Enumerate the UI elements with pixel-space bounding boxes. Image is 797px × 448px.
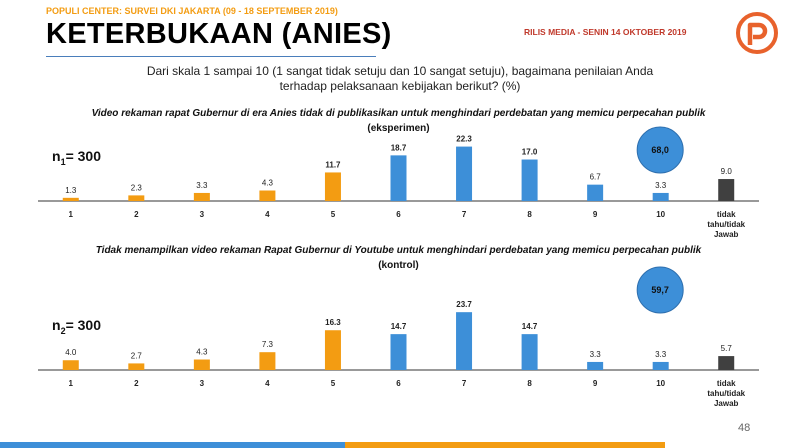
chart-1-title: Video rekaman rapat Gubernur di era Anie…	[91, 108, 706, 119]
chart-1-value-label-10: 3.3	[655, 181, 667, 190]
chart-2-value-label-8: 14.7	[522, 322, 538, 331]
chart-2-value-label-7: 23.7	[456, 300, 472, 309]
chart-1-category-label-9: 9	[593, 210, 598, 219]
chart-1-category-label-7: 7	[462, 210, 467, 219]
chart-2-category-label-4: 4	[265, 379, 270, 388]
page-number: 48	[738, 422, 751, 434]
chart-2-category-label-8: 8	[527, 379, 532, 388]
chart-2-category-label-6: 6	[396, 379, 401, 388]
chart-1-category-label-1: 1	[69, 210, 74, 219]
question-line-2: terhadap pelaksanaan kebijakan berikut? …	[279, 79, 521, 93]
chart-2-value-label-3: 4.3	[196, 348, 208, 357]
chart-1-bar-5	[324, 172, 341, 201]
chart-1-category-label-3: 3	[200, 210, 205, 219]
chart-1-bar-3	[193, 192, 210, 201]
chart-1-category-label-11: tidak tahu/tidak Jawab	[707, 210, 745, 239]
chart-1-category-label-6: 6	[396, 210, 401, 219]
chart-1-category-label-2: 2	[134, 210, 139, 219]
chart-2-category-label-3: 3	[200, 379, 205, 388]
chart-1-bar-11	[718, 179, 735, 201]
chart-1-bar-6	[390, 155, 407, 201]
chart-1-bar-9	[587, 184, 604, 201]
chart-1-bar-1	[62, 197, 79, 201]
chart-1-value-label-4: 4.3	[262, 179, 274, 188]
chart-1-bar-8	[521, 159, 538, 201]
chart-1-value-label-9: 6.7	[590, 173, 602, 182]
chart-1-value-label-6: 18.7	[391, 143, 407, 152]
chart-1-highlight-value: 68,0	[651, 145, 669, 155]
chart-2-sample-index: 2	[60, 325, 66, 336]
chart-1-bar-2	[128, 195, 145, 201]
chart-1-value-label-7: 22.3	[456, 135, 472, 144]
question-line-1: Dari skala 1 sampai 10 (1 sangat tidak s…	[146, 64, 654, 78]
chart-2-bar-4	[259, 352, 276, 370]
chart-1-bar-10	[652, 192, 669, 201]
chart-1-sample-index: 1	[60, 156, 66, 167]
chart-2-value-label-6: 14.7	[391, 322, 407, 331]
chart-1-highlight-bubble	[636, 126, 684, 174]
chart-2-highlight-bubble	[636, 266, 684, 314]
chart-2-value-label-1: 4.0	[65, 348, 77, 357]
chart-2-category-label-11: tidak tahu/tidak Jawab	[707, 379, 745, 408]
chart-2-title: Tidak menampilkan video rekaman Rapat Gu…	[95, 245, 702, 256]
chart-2-kontrol: 4.0 1 2.7 2 4.3 3 7.3 4 16.3 5 14.7 6 23.7 7 14.7 8 3.3 9…	[38, 266, 759, 408]
chart-2-bar-1	[62, 360, 79, 370]
chart-2-bar-9	[587, 361, 604, 370]
chart-2-bar-7	[456, 312, 473, 370]
chart-2-bar-3	[193, 359, 210, 370]
chart-2-category-label-7: 7	[462, 379, 467, 388]
chart-2-bar-11	[718, 356, 735, 370]
chart-1-value-label-11: 9.0	[721, 167, 733, 176]
chart-2-value-label-10: 3.3	[655, 350, 667, 359]
survey-question: Dari skala 1 sampai 10 (1 sangat tidak s…	[90, 64, 710, 94]
chart-2-category-label-9: 9	[593, 379, 598, 388]
survey-header: POPULI CENTER: SURVEI DKI JAKARTA (09 - …	[46, 6, 338, 16]
chart-1-category-label-10: 10	[656, 210, 665, 219]
chart-2-category-label-1: 1	[69, 379, 74, 388]
chart-1-value-label-1: 1.3	[65, 186, 77, 195]
chart-2-value-label-2: 2.7	[131, 351, 143, 360]
chart-1-value-label-2: 2.3	[131, 183, 143, 192]
chart-2-sample-value: = 300	[65, 317, 102, 333]
chart-2-value-label-9: 3.3	[590, 350, 602, 359]
page-title: KETERBUKAAN (ANIES)	[46, 18, 392, 50]
populi-logo-icon	[736, 12, 778, 54]
chart-1-value-label-8: 17.0	[522, 148, 538, 157]
chart-1-category-label-8: 8	[527, 210, 532, 219]
chart-2-category-label-5: 5	[331, 379, 336, 388]
chart-1-subtitle: (eksperimen)	[367, 123, 430, 134]
chart-1-sample-size: n1= 300	[52, 148, 101, 167]
chart-2-sample-prefix: n	[52, 317, 61, 333]
release-date: RILIS MEDIA - SENIN 14 OKTOBER 2019	[524, 27, 687, 37]
chart-2-highlight-value: 59,7	[651, 285, 669, 295]
chart-1-bar-4	[259, 190, 276, 201]
chart-2-category-label-10: 10	[656, 379, 665, 388]
chart-1-value-label-5: 11.7	[325, 160, 341, 169]
chart-2-value-label-5: 16.3	[325, 318, 341, 327]
chart-2-value-label-11: 5.7	[721, 344, 733, 353]
chart-1-eksperimen: 1.3 1 2.3 2 3.3 3 4.3 4 11.7 5 18.7 6 22.3 7 17.0 8 6.7 9…	[38, 126, 759, 239]
chart-2-subtitle: (kontrol)	[378, 260, 419, 271]
chart-1-value-label-3: 3.3	[196, 181, 208, 190]
chart-2-bar-5	[324, 330, 341, 370]
chart-1-bar-7	[456, 146, 473, 201]
chart-1-sample-prefix: n	[52, 148, 61, 164]
footer-bar-orange	[345, 442, 665, 448]
chart-2-sample-size: n2= 300	[52, 317, 101, 336]
chart-2-bar-2	[128, 363, 145, 370]
chart-1-category-label-5: 5	[331, 210, 336, 219]
footer-bar-blue	[0, 442, 345, 448]
chart-2-category-label-2: 2	[134, 379, 139, 388]
chart-2-bar-8	[521, 334, 538, 370]
chart-2-bar-6	[390, 334, 407, 370]
chart-1-category-label-4: 4	[265, 210, 270, 219]
chart-2-bar-10	[652, 361, 669, 370]
title-underline	[46, 56, 376, 57]
chart-1-sample-value: = 300	[65, 148, 102, 164]
chart-2-value-label-4: 7.3	[262, 340, 274, 349]
